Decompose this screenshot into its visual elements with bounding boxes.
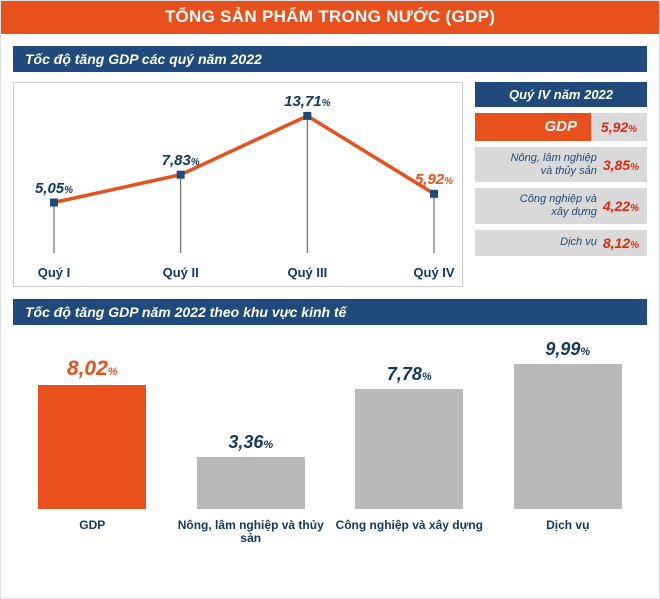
bar-rect — [197, 457, 305, 509]
side-row-sector: Công nghiệp vàxây dựng4,22% — [475, 188, 647, 223]
bar-x-label: Công nghiệp và xây dựng — [330, 519, 489, 549]
bar-column: 7,78% — [330, 339, 489, 509]
bar-x-label: GDP — [13, 519, 172, 549]
side-row-label: Công nghiệp vàxây dựng — [483, 193, 603, 218]
side-row-gdp: GDP5,92% — [475, 113, 647, 141]
line-x-label: Quý II — [163, 265, 199, 280]
side-row-value: 5,92% — [591, 113, 647, 141]
bar-column: 3,36% — [172, 339, 331, 509]
line-x-label: Quý IV — [413, 265, 454, 280]
side-row-label: Nông, lâm nghiệpvà thủy sản — [483, 152, 603, 177]
line-point-label: 13,71% — [284, 93, 330, 110]
side-panel: Quý IV năm 2022 GDP5,92% Nông, lâm nghiệp… — [475, 82, 647, 287]
bar-value-label: 8,02% — [67, 357, 118, 381]
bar-value-label: 9,99% — [545, 339, 590, 360]
bar-value-label: 3,36% — [228, 432, 273, 453]
line-x-label: Quý I — [38, 265, 71, 280]
bar-rect — [38, 385, 146, 509]
bar-chart: 8,02% 3,36% 7,78% 9,99% GDPNông, lâm nghiệp… — [13, 339, 647, 559]
side-row-sector: Nông, lâm nghiệpvà thủy sản3,85% — [475, 147, 647, 182]
section-title-quarterly: Tốc độ tăng GDP các quý năm 2022 — [13, 46, 647, 72]
side-row-value: 4,22% — [603, 198, 639, 214]
side-panel-title: Quý IV năm 2022 — [475, 82, 647, 107]
line-point-label: 7,83% — [162, 152, 200, 169]
bar-column: 9,99% — [489, 339, 648, 509]
side-row-value: 8,12% — [603, 235, 639, 251]
line-chart-svg — [14, 83, 462, 288]
bar-x-label: Dịch vụ — [489, 519, 648, 549]
line-x-label: Quý III — [287, 265, 327, 280]
bar-column: 8,02% — [13, 339, 172, 509]
side-row-sector: Dịch vụ8,12% — [475, 230, 647, 256]
side-row-value: 3,85% — [603, 157, 639, 173]
side-row-label: Dịch vụ — [483, 236, 603, 249]
bar-value-label: 7,78% — [387, 364, 432, 385]
bar-rect — [355, 389, 463, 509]
top-row: 5,05% 7,83% 13,71% 5,92% Quý I Quý II Quý III Q… — [1, 82, 659, 287]
side-row-label: GDP — [483, 118, 591, 135]
line-chart: 5,05% 7,83% 13,71% 5,92% Quý I Quý II Quý III Q… — [13, 82, 463, 287]
bar-x-label: Nông, lâm nghiệp và thủy sản — [172, 519, 331, 549]
line-point-label: 5,05% — [35, 180, 73, 197]
bar-rect — [514, 364, 622, 509]
line-point-label: 5,92% — [415, 171, 453, 188]
section-title-sector: Tốc độ tăng GDP năm 2022 theo khu vực ki… — [13, 299, 647, 325]
main-header: TỔNG SẢN PHẨM TRONG NƯỚC (GDP) — [1, 1, 659, 34]
infographic-frame: TỔNG SẢN PHẨM TRONG NƯỚC (GDP) Tốc độ tă… — [0, 0, 660, 599]
